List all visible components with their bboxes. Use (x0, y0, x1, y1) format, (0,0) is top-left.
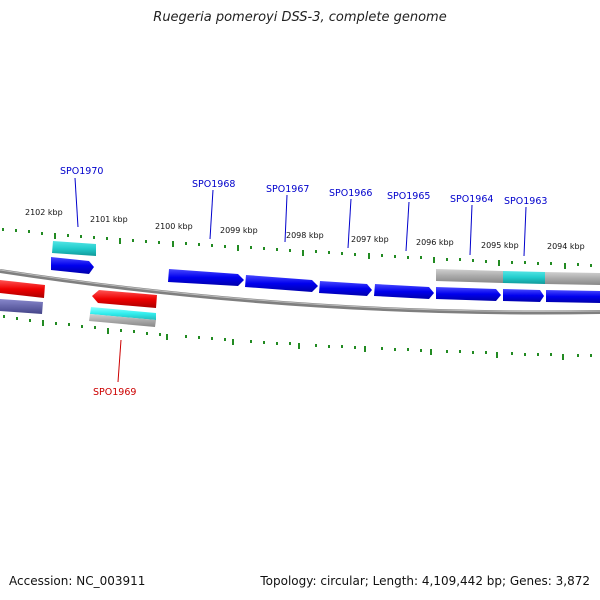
leader-line (347, 198, 352, 249)
feature-grey-spo1969 (89, 314, 156, 327)
scale-label: 2096 kbp (416, 238, 454, 247)
feature-grey (545, 272, 600, 285)
forward-genes (51, 257, 600, 303)
feature-track-upper (436, 269, 600, 285)
gene-label-spo1964[interactable]: SPO1964 (450, 194, 493, 205)
gene-arrow-spo1963[interactable] (503, 289, 544, 302)
accession-text: Accession: NC_003911 (9, 574, 146, 588)
gene-arrow-spo1970[interactable] (51, 257, 94, 274)
gene-arrow-spo1966[interactable] (319, 281, 372, 296)
leader-lines (74, 177, 527, 383)
gene-label-spo1968[interactable]: SPO1968 (192, 179, 235, 190)
scale-label: 2100 kbp (155, 222, 193, 231)
scale-ticks-upper (2, 228, 592, 269)
scale-labels: 2102 kbp 2101 kbp 2100 kbp 2099 kbp 2098… (25, 208, 585, 251)
genome-backbone (0, 269, 600, 315)
scale-label: 2102 kbp (25, 208, 63, 217)
leader-line (284, 194, 288, 243)
gene-arrow-offscreen[interactable] (546, 290, 600, 303)
scale-label: 2097 kbp (351, 235, 389, 244)
leader-line (523, 206, 527, 257)
genome-summary-text: Topology: circular; Length: 4,109,442 bp… (260, 574, 590, 588)
leader-line (117, 339, 122, 383)
scale-label: 2099 kbp (220, 226, 258, 235)
gene-labels: SPO1970 SPO1968 SPO1967 SPO1966 SPO1965 … (60, 166, 547, 398)
genome-title: Ruegeria pomeroyi DSS-3, complete genome (153, 10, 447, 25)
scale-label: 2094 kbp (547, 242, 585, 251)
reverse-genes (0, 280, 157, 308)
scale-ticks-lower (3, 315, 592, 360)
feature-cyan-spo1969 (90, 307, 156, 320)
leader-line (74, 177, 79, 228)
leader-line (209, 189, 214, 240)
gene-label-spo1966[interactable]: SPO1966 (329, 188, 372, 199)
gene-arrow-spo1964[interactable] (436, 287, 501, 301)
gene-label-spo1969[interactable]: SPO1969 (93, 387, 136, 398)
gene-arrow-spo1965[interactable] (374, 284, 434, 299)
gene-arrow-spo1969[interactable] (92, 290, 157, 308)
gene-label-spo1963[interactable]: SPO1963 (504, 196, 547, 207)
feature-purple (0, 299, 43, 314)
scale-label: 2098 kbp (286, 231, 324, 240)
gene-arrow-spo1967[interactable] (245, 275, 318, 292)
gene-label-spo1965[interactable]: SPO1965 (387, 191, 430, 202)
scale-label: 2095 kbp (481, 241, 519, 250)
feature-cyan (503, 271, 545, 284)
feature-cyan-spo1970 (52, 241, 96, 256)
genome-backbone-highlight (0, 269, 600, 312)
scale-label: 2101 kbp (90, 215, 128, 224)
gene-arrow-spo1968[interactable] (168, 269, 244, 286)
leader-line (469, 204, 473, 256)
gene-label-spo1967[interactable]: SPO1967 (266, 184, 309, 195)
leader-line (405, 201, 410, 252)
gene-label-spo1970[interactable]: SPO1970 (60, 166, 103, 177)
feature-grey (436, 269, 503, 283)
gene-arrow-left-edge[interactable] (0, 280, 45, 298)
